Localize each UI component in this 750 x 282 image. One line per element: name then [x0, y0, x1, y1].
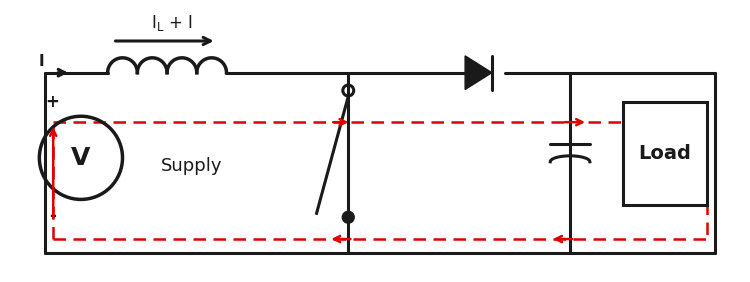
Text: $\mathregular{I_L}$ + I: $\mathregular{I_L}$ + I — [152, 13, 193, 33]
Circle shape — [342, 211, 354, 223]
Text: V: V — [71, 146, 91, 170]
Text: Supply: Supply — [161, 157, 223, 175]
Text: +: + — [45, 93, 59, 111]
Text: Load: Load — [638, 144, 691, 163]
Polygon shape — [465, 56, 492, 89]
FancyBboxPatch shape — [622, 102, 706, 205]
Text: -: - — [49, 207, 55, 225]
Text: I: I — [38, 54, 44, 69]
